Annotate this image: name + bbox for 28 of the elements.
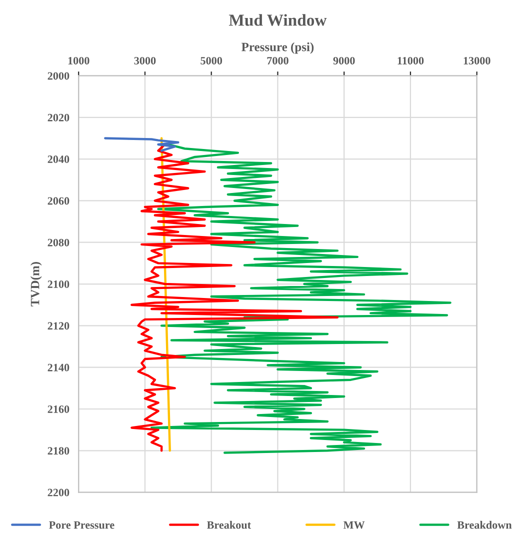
y-tick-label: 2120	[48, 322, 70, 330]
legend-label: MW	[343, 521, 365, 529]
x-tick-label: 11000	[398, 56, 424, 64]
y-tick-label: 2040	[48, 156, 70, 164]
line-series	[130, 143, 339, 452]
y-tick-label: 2160	[48, 405, 70, 413]
x-tick-label: 7000	[267, 56, 288, 64]
x-tick-label: 13000	[464, 56, 490, 64]
legend-label: Breakdown	[457, 520, 512, 529]
y-tick-label: 2100	[48, 280, 70, 288]
y-axis-title: TVD(m)	[30, 262, 42, 306]
y-tick-label: 2060	[48, 197, 70, 205]
y-tick-label: 2140	[48, 364, 70, 372]
x-tick-label: 1000	[68, 56, 90, 64]
x-axis-title: Pressure (psi)	[242, 42, 314, 54]
line-series	[104, 137, 180, 152]
y-tick-label: 2080	[48, 238, 70, 246]
x-tick-label: 5000	[200, 56, 222, 64]
line-series	[150, 143, 452, 454]
y-tick-label: 2000	[48, 72, 70, 80]
legend-label: Pore Pressure	[49, 521, 114, 529]
y-tick-label: 2020	[48, 114, 70, 122]
x-tick-label: 3000	[134, 56, 156, 64]
chart-title: Mud Window	[228, 14, 327, 26]
x-tick-label: 9000	[333, 56, 355, 64]
y-tick-label: 2200	[48, 488, 70, 496]
y-tick-label: 2180	[48, 447, 70, 455]
legend-label: Breakout	[206, 520, 251, 529]
